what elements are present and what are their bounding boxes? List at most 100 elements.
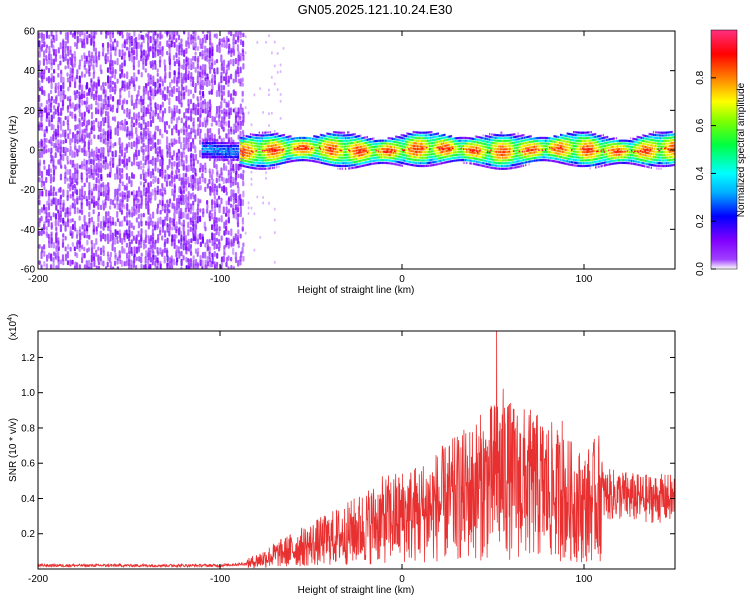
- noise-cell: [83, 195, 86, 200]
- noise-cell: [189, 243, 192, 249]
- noise-cell: [109, 55, 112, 62]
- noise-cell: [206, 243, 210, 251]
- noise-cell: [131, 206, 134, 213]
- noise-cell: [168, 264, 172, 269]
- noise-cell: [116, 58, 119, 66]
- speckle-cell: [244, 106, 247, 110]
- noise-cell: [196, 215, 199, 224]
- noise-cell: [208, 90, 211, 95]
- noise-cell: [147, 235, 150, 241]
- noise-cell: [130, 191, 134, 196]
- noise-cell: [180, 231, 183, 236]
- band-cell: [235, 150, 238, 153]
- noise-cell: [104, 116, 107, 124]
- band-cell: [210, 142, 212, 145]
- noise-cell: [201, 251, 205, 259]
- noise-cell: [116, 188, 119, 196]
- band-cell: [205, 155, 207, 159]
- noise-cell: [38, 60, 41, 66]
- noise-cell: [166, 237, 169, 244]
- band-cell: [218, 155, 220, 159]
- noise-cell: [142, 168, 145, 175]
- noise-cell: [133, 253, 136, 258]
- speckle-cell: [273, 64, 276, 68]
- noise-cell: [50, 77, 53, 83]
- speckle-cell: [279, 70, 282, 74]
- noise-cell: [67, 115, 70, 123]
- noise-cell: [102, 232, 105, 240]
- noise-cell: [154, 260, 157, 267]
- noise-cell: [201, 100, 205, 105]
- noise-cell: [57, 219, 60, 227]
- noise-cell: [45, 137, 48, 143]
- noise-cell: [182, 212, 185, 219]
- noise-cell: [121, 80, 124, 89]
- noise-cell: [64, 246, 67, 252]
- noise-cell: [237, 186, 240, 194]
- speckle-cell: [253, 212, 256, 216]
- speckle-cell: [268, 201, 270, 205]
- band-cell: [233, 155, 235, 159]
- noise-cell: [140, 72, 143, 78]
- noise-cell: [228, 208, 231, 214]
- noise-cell: [157, 86, 160, 93]
- noise-cell: [45, 117, 48, 123]
- band-cell: [222, 147, 224, 151]
- noise-cell: [109, 156, 112, 163]
- noise-cell: [107, 31, 110, 36]
- noise-cell: [225, 186, 228, 192]
- noise-cell: [125, 143, 129, 150]
- noise-cell: [227, 255, 230, 262]
- noise-cell: [201, 64, 205, 72]
- noise-cell: [194, 107, 197, 116]
- noise-cell: [178, 208, 181, 214]
- noise-cell: [187, 190, 190, 198]
- noise-cell: [59, 214, 62, 223]
- noise-cell: [76, 195, 79, 202]
- noise-cell: [230, 228, 233, 237]
- speckle-cell: [244, 231, 247, 235]
- band-cell: [201, 147, 204, 151]
- band-cell: [241, 136, 243, 140]
- noise-cell: [185, 197, 188, 204]
- noise-cell: [49, 264, 53, 269]
- noise-cell: [239, 212, 242, 218]
- noise-cell: [113, 116, 117, 122]
- noise-cell: [194, 51, 197, 56]
- noise-cell: [196, 238, 200, 245]
- noise-cell: [220, 235, 223, 241]
- noise-cell: [109, 51, 112, 57]
- noise-cell: [104, 156, 107, 163]
- noise-cell: [176, 152, 179, 158]
- noise-cell: [127, 90, 131, 98]
- band-cell: [202, 144, 205, 148]
- noise-cell: [59, 31, 62, 35]
- noise-cell: [227, 90, 230, 98]
- noise-cell: [149, 35, 152, 44]
- band-cell: [217, 139, 219, 142]
- noise-cell: [90, 103, 93, 110]
- band-cell: [269, 167, 271, 170]
- noise-cell: [55, 31, 58, 34]
- noise-cell: [66, 217, 70, 223]
- noise-cell: [242, 255, 245, 262]
- noise-cell: [132, 225, 135, 230]
- noise-cell: [111, 116, 115, 121]
- noise-cell: [41, 43, 44, 48]
- noise-cell: [211, 232, 214, 241]
- noise-cell: [75, 74, 79, 80]
- noise-cell: [201, 164, 204, 173]
- noise-cell: [133, 255, 136, 264]
- noise-cell: [40, 251, 43, 260]
- noise-cell: [173, 161, 176, 167]
- noise-cell: [74, 113, 77, 119]
- noise-cell: [168, 43, 171, 49]
- band-cell: [232, 158, 234, 162]
- noise-cell: [159, 104, 162, 111]
- noise-cell: [220, 84, 223, 93]
- band-cell: [206, 155, 208, 159]
- noise-cell: [99, 186, 102, 194]
- noise-cell: [149, 146, 153, 152]
- noise-cell: [50, 123, 53, 131]
- band-cell: [231, 142, 233, 145]
